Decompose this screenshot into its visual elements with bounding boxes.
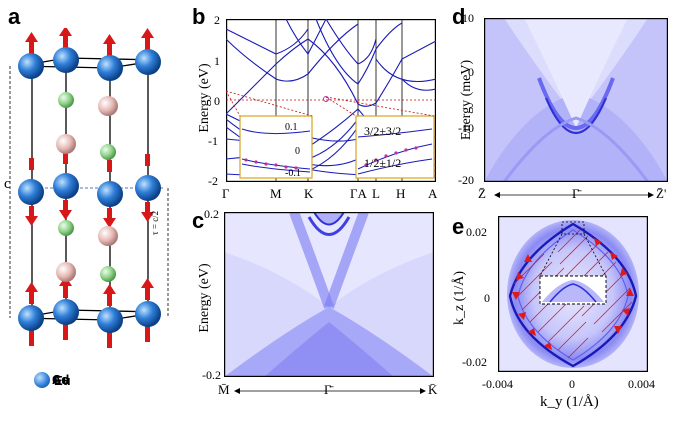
panel-c-ybottom: -0.2 bbox=[202, 368, 221, 382]
panel-e-ytick: 0 bbox=[484, 291, 490, 305]
panel-c-xleft: M̄ bbox=[218, 382, 230, 397]
surface-spectrum-c bbox=[224, 212, 434, 377]
panel-d-ytick: -10 bbox=[458, 121, 474, 135]
panel-d-ylabel: Energy (meV) bbox=[459, 59, 474, 141]
panel-b-ytick: 2 bbox=[214, 13, 220, 27]
panel-c-xaxis-arrows bbox=[234, 388, 426, 394]
panel-label-b: b bbox=[192, 4, 206, 29]
panel-e-xtick: -0.004 bbox=[482, 377, 513, 391]
panel-c-ylabel: Energy (eV) bbox=[197, 263, 212, 333]
fermi-surface-e bbox=[498, 216, 648, 372]
panel-d-ytick: 10 bbox=[462, 11, 474, 25]
lattice-c-label: c bbox=[4, 176, 11, 192]
panel-d-xleft: Z̄ bbox=[478, 186, 486, 201]
panel-b-ytick: -1 bbox=[208, 134, 218, 148]
kpoint-label: Γ bbox=[222, 186, 230, 201]
panel-d-ytick: 0 bbox=[468, 65, 474, 79]
inset-right-label: 3/2±3/2 bbox=[364, 124, 402, 138]
panel-e-ytick: 0.02 bbox=[466, 225, 487, 239]
panel-c-xmid: Γ̄ bbox=[324, 382, 332, 397]
kpoint-label: ΓA bbox=[350, 186, 367, 201]
panel-e-ylabel: k_z (1/Å) bbox=[452, 270, 467, 326]
panel-d-xaxis-arrows bbox=[494, 192, 654, 198]
legend-cd-label: Cd bbox=[52, 372, 70, 387]
panel-b-ylabel: Energy (eV) bbox=[197, 63, 212, 133]
inset-left-tick: -0.1 bbox=[285, 168, 301, 179]
surface-spectrum-d bbox=[484, 18, 668, 182]
panel-e-xtick: 0.004 bbox=[628, 377, 655, 391]
panel-d-xright: Z̄' bbox=[656, 186, 667, 201]
panel-c-ytop: 0.2 bbox=[204, 207, 219, 221]
legend-eu-label: Eu bbox=[54, 372, 71, 388]
panel-label-a: a bbox=[8, 4, 21, 29]
band-structure-plot bbox=[226, 19, 436, 182]
crystal-structure bbox=[9, 28, 169, 348]
panel-d-xmid: Γ̄ bbox=[572, 186, 580, 201]
panel-label-d: d bbox=[452, 4, 466, 29]
kpoint-label: H bbox=[396, 186, 406, 201]
inset-left-tick: 0 bbox=[295, 146, 300, 157]
panel-c-xright: K̄ bbox=[428, 382, 438, 397]
inset-right-label: 1/2±1/2 bbox=[364, 156, 402, 170]
legend-as-label: As bbox=[52, 372, 69, 387]
kpoint-label: A bbox=[428, 186, 438, 201]
inset-left-tick: 0.1 bbox=[285, 122, 298, 133]
panel-d-ytick: -20 bbox=[458, 173, 474, 187]
kpoint-label: L bbox=[372, 186, 380, 201]
kpoint-label: K bbox=[304, 186, 314, 201]
kpoint-label: M bbox=[270, 186, 282, 201]
panel-label-c: c bbox=[192, 208, 205, 233]
panel-label-e: e bbox=[452, 214, 465, 239]
panel-e-xtick: 0 bbox=[569, 377, 575, 391]
panel-e-ytick: -0.02 bbox=[462, 355, 487, 369]
panel-e-xlabel: k_y (1/Å) bbox=[540, 394, 599, 410]
panel-b-ytick: 1 bbox=[214, 54, 220, 68]
panel-b-ytick: 0 bbox=[214, 94, 220, 108]
panel-b-ytick: -2 bbox=[208, 174, 218, 188]
tau-label: τ = c/2 bbox=[150, 210, 160, 235]
eu-swatch bbox=[34, 372, 50, 388]
legend-eu: Eu bbox=[34, 372, 71, 388]
